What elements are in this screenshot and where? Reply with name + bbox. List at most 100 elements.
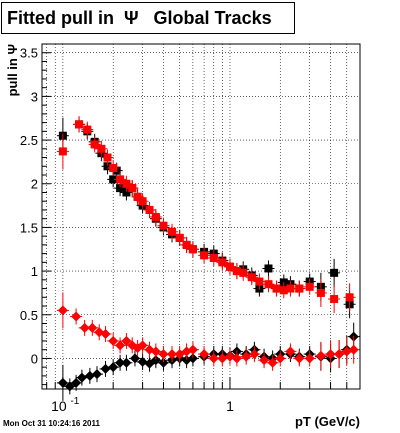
- plot-frame: [41, 43, 361, 390]
- black-diamond-point: [137, 356, 148, 367]
- y-axis-title: pull in Ψ: [5, 44, 20, 96]
- red-diamond-point: [325, 349, 336, 360]
- red-square-point: [83, 125, 92, 134]
- y-tick-label: 1: [31, 264, 38, 279]
- red-square-point: [175, 233, 184, 242]
- black-diamond-point: [84, 370, 95, 381]
- red-square-point: [209, 253, 218, 262]
- black-diamond-point: [115, 357, 126, 368]
- black-diamond-point: [121, 357, 132, 368]
- red-diamond-point: [108, 335, 119, 346]
- chart-title: Fitted pull in Ψ Global Tracks: [1, 2, 295, 34]
- red-square-point: [122, 179, 131, 188]
- red-diamond-point: [231, 353, 242, 364]
- red-square-point: [168, 227, 177, 236]
- red-diamond-point: [71, 311, 82, 322]
- red-square-point: [116, 175, 125, 184]
- x-axis-title: pT (GeV/c): [295, 414, 360, 429]
- black-diamond-point: [187, 353, 198, 364]
- black-square-point: [264, 264, 273, 273]
- red-diamond-point: [137, 340, 148, 351]
- axis-labels: 0 0.5 1 1.5 2 2.5 3 3.5 10 -1 1 pT (GeV/c) pull in Ψ: [5, 44, 360, 429]
- black-square-point: [109, 175, 118, 184]
- red-square-point: [151, 212, 160, 221]
- red-diamond-point: [100, 328, 111, 339]
- red-square-point: [103, 153, 112, 162]
- red-square-point: [182, 240, 191, 249]
- red-square-point: [305, 282, 314, 291]
- red-square-point: [188, 245, 197, 254]
- black-diamond-point: [71, 377, 82, 388]
- red-diamond-point: [259, 355, 270, 366]
- red-diamond-point: [334, 349, 345, 360]
- y-tick-label: 2: [31, 177, 38, 192]
- black-diamond-point: [158, 357, 169, 368]
- red-square-point: [138, 197, 147, 206]
- red-square-point: [279, 286, 288, 295]
- red-square-point: [109, 164, 118, 173]
- red-diamond-point: [267, 357, 278, 368]
- red-square-point: [345, 293, 354, 302]
- y-tick-label: 2.5: [20, 133, 38, 148]
- red-diamond-point: [348, 344, 359, 355]
- data-marks: [56, 116, 360, 401]
- y-tick-label: 3.5: [20, 46, 38, 61]
- red-diamond-point: [199, 349, 210, 360]
- black-diamond-point: [76, 372, 87, 383]
- x-tick-label-exponent: -1: [70, 396, 79, 407]
- black-diamond-point: [108, 362, 119, 373]
- red-square-point: [316, 288, 325, 297]
- red-square-point: [159, 221, 168, 230]
- red-diamond-point: [294, 353, 305, 364]
- black-diamond-point: [91, 369, 102, 380]
- red-diamond-point: [158, 349, 169, 360]
- red-square-point: [97, 144, 106, 153]
- red-square-point: [272, 284, 281, 293]
- red-square-point: [330, 295, 339, 304]
- red-square-point: [232, 267, 241, 276]
- black-square-point: [103, 162, 112, 171]
- red-diamond-point: [249, 349, 260, 360]
- black-square-point: [116, 184, 125, 193]
- red-diamond-point: [115, 340, 126, 351]
- red-diamond-point: [224, 351, 235, 362]
- axes: [42, 43, 361, 389]
- x-tick-label: 1: [226, 398, 234, 414]
- y-tick-label: 1.5: [20, 220, 38, 235]
- red-diamond-point: [341, 346, 352, 357]
- red-diamond-point: [304, 353, 315, 364]
- red-square-point: [264, 280, 273, 289]
- red-diamond-point: [275, 353, 286, 364]
- red-diamond-point: [187, 344, 198, 355]
- red-diamond-point: [57, 305, 68, 316]
- red-square-point: [225, 262, 234, 271]
- red-square-point: [133, 192, 142, 201]
- black-square-point: [122, 188, 131, 197]
- y-tick-label: 0.5: [20, 308, 38, 323]
- red-square-point: [286, 284, 295, 293]
- red-square-point: [128, 184, 137, 193]
- plot-border: [41, 43, 361, 390]
- red-diamond-point: [208, 353, 219, 364]
- black-diamond-point: [100, 363, 111, 374]
- timestamp-footer: Mon Oct 31 10:24:16 2011: [3, 419, 100, 428]
- red-square-point: [255, 277, 264, 286]
- red-diamond-point: [315, 350, 326, 361]
- red-square-point: [200, 251, 209, 260]
- y-tick-label: 0: [31, 351, 38, 366]
- red-square-point: [90, 140, 99, 149]
- black-square-point: [330, 268, 339, 277]
- red-diamond-point: [285, 346, 296, 357]
- red-square-point: [58, 147, 67, 156]
- grid-lines: [42, 44, 361, 389]
- black-diamond-point: [57, 377, 68, 388]
- red-diamond-point: [87, 322, 98, 333]
- red-square-point: [295, 284, 304, 293]
- red-diamond-point: [167, 349, 178, 360]
- red-diamond-point: [217, 353, 228, 364]
- y-tick-label: 3: [31, 89, 38, 104]
- x-tick-label: 10: [51, 398, 67, 414]
- red-square-point: [145, 205, 154, 214]
- red-square-point: [218, 258, 227, 267]
